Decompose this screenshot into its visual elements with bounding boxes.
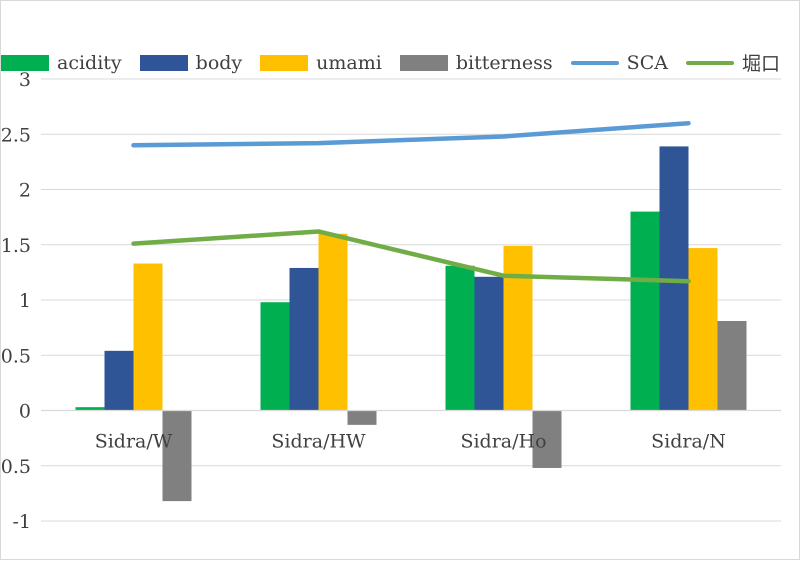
- y-tick-label: 1: [19, 290, 31, 312]
- bar-body: [289, 267, 319, 411]
- legend-label-sca: SCA: [626, 51, 668, 74]
- legend-swatch-umami: [260, 54, 309, 71]
- legend-label-acidity: acidity: [57, 51, 122, 74]
- bar-umami: [688, 248, 718, 411]
- legend-swatch-horiguchi: [685, 60, 734, 65]
- lines: [131, 120, 691, 284]
- legend-label-umami: umami: [316, 51, 382, 74]
- bars: [75, 146, 747, 502]
- bar-umami: [503, 245, 533, 411]
- category-labels: Sidra/W Sidra/HW Sidra/Ho Sidra/N: [95, 431, 726, 453]
- legend-item-body: body: [139, 51, 243, 74]
- y-tick-label: 3: [19, 69, 31, 91]
- legend: acidity body umami bitterness SCA 堀口: [1, 49, 798, 76]
- legend-label-horiguchi: 堀口: [741, 53, 780, 75]
- y-tick-label: 0: [19, 401, 31, 423]
- legend-swatch-acidity: [1, 54, 49, 71]
- category-label: Sidra/N: [651, 431, 726, 453]
- bar-acidity: [445, 265, 475, 411]
- y-tick-label: 1.5: [1, 235, 31, 257]
- y-tick-label: -1: [12, 511, 31, 533]
- y-axis-tick-labels: 3 2.5 2 1.5 1 0.5 0 -0.5 -1: [1, 69, 31, 533]
- line-series-sca: [131, 120, 691, 148]
- category-label: Sidra/Ho: [460, 431, 546, 453]
- category-label: Sidra/HW: [271, 431, 366, 453]
- bar-bitterness: [532, 410, 562, 468]
- legend-label-body: body: [195, 51, 243, 74]
- bar-acidity: [260, 302, 290, 411]
- bar-bitterness: [162, 410, 192, 502]
- y-tick-label: 2: [19, 180, 31, 202]
- legend-item-sca: SCA: [570, 51, 668, 74]
- legend-item-horiguchi: 堀口: [685, 49, 780, 76]
- legend-label-bitterness: bitterness: [455, 51, 553, 74]
- bar-umami: [318, 233, 348, 411]
- y-tick-label: 2.5: [1, 124, 31, 146]
- legend-item-acidity: acidity: [1, 52, 122, 74]
- y-tick-label: 0.5: [1, 345, 31, 367]
- bar-acidity: [75, 407, 105, 411]
- legend-item-umami: umami: [260, 52, 382, 74]
- bar-bitterness: [717, 320, 747, 411]
- bar-body: [104, 350, 134, 411]
- bar-body: [474, 276, 504, 411]
- legend-swatch-bitterness: [399, 54, 448, 71]
- bar-bitterness: [347, 410, 377, 425]
- bar-umami: [133, 263, 163, 411]
- line-series-horiguchi: [131, 229, 691, 284]
- legend-swatch-sca: [570, 60, 619, 65]
- legend-swatch-body: [139, 54, 188, 71]
- y-tick-label: -0.5: [1, 456, 31, 478]
- category-label: Sidra/W: [95, 431, 173, 453]
- bar-acidity: [630, 211, 660, 411]
- legend-item-bitterness: bitterness: [399, 51, 553, 74]
